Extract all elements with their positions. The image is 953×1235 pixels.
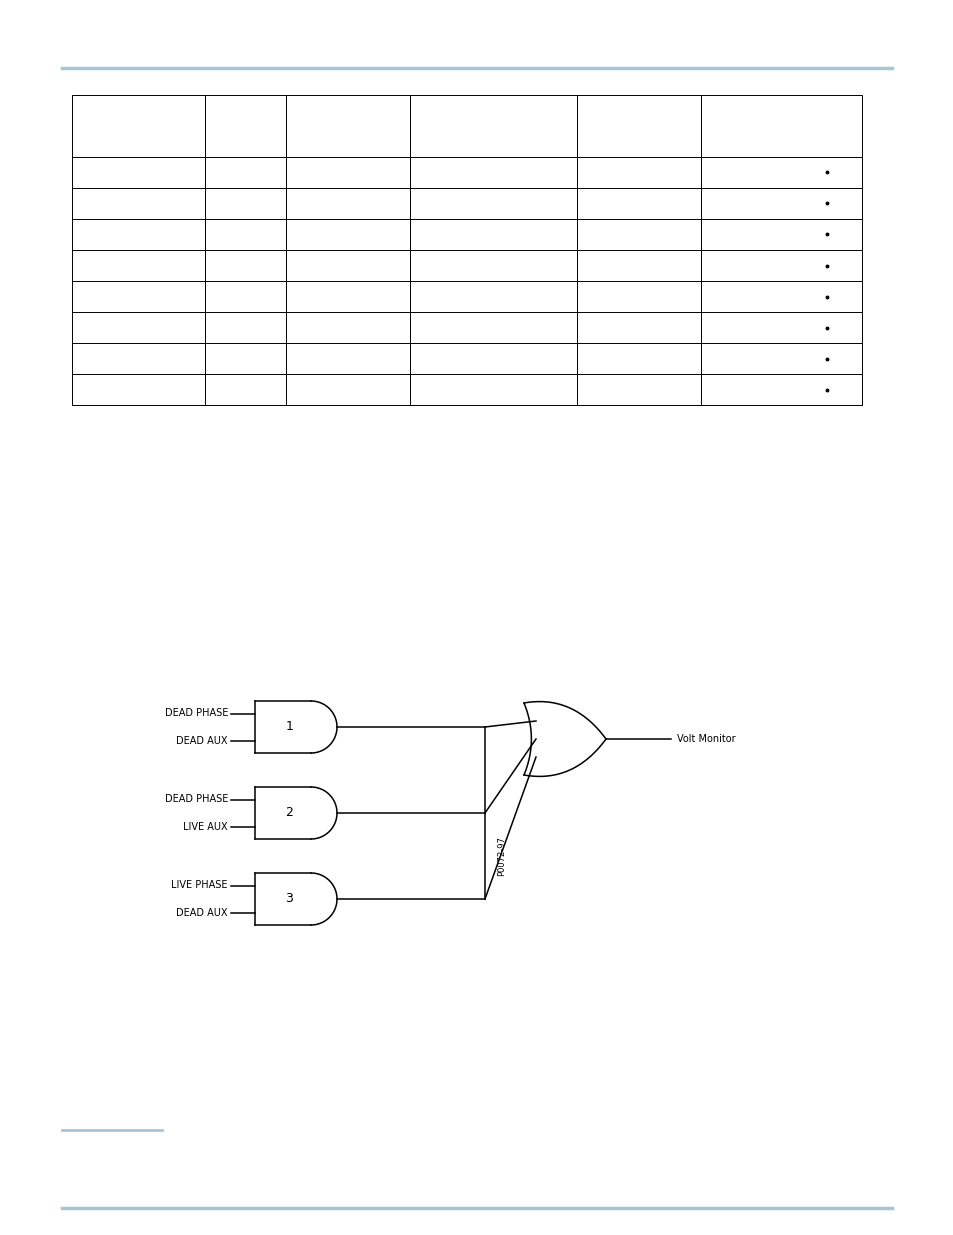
- Text: DEAD AUX: DEAD AUX: [176, 908, 228, 918]
- Bar: [71, 95, 862, 405]
- Text: 2: 2: [285, 806, 294, 820]
- Text: 3: 3: [285, 893, 294, 905]
- Text: Volt Monitor: Volt Monitor: [677, 734, 735, 743]
- Text: DEAD AUX: DEAD AUX: [176, 736, 228, 746]
- Text: P0072-97: P0072-97: [497, 836, 505, 876]
- Text: DEAD PHASE: DEAD PHASE: [165, 794, 228, 804]
- Text: LIVE AUX: LIVE AUX: [183, 821, 228, 831]
- Text: DEAD PHASE: DEAD PHASE: [165, 709, 228, 719]
- Text: 1: 1: [285, 720, 294, 734]
- Text: LIVE PHASE: LIVE PHASE: [172, 881, 228, 890]
